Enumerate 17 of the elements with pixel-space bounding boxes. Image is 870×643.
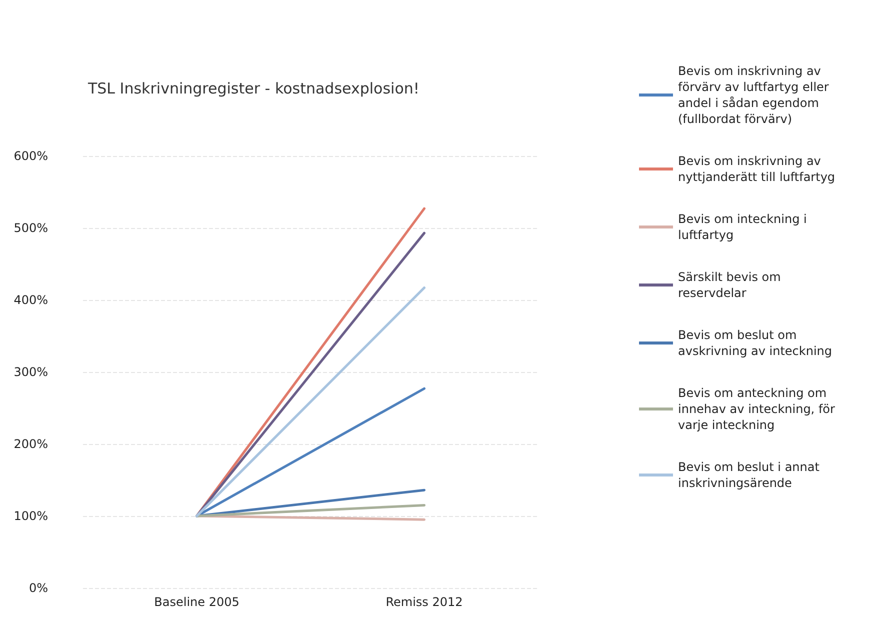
legend-label: Bevis om inteckning i luftfartyg (678, 212, 811, 242)
legend-label: Bevis om beslut i annat inskrivningsärende (678, 460, 824, 490)
legend-label: Särskilt bevis om reservdelar (678, 270, 785, 300)
chart-title: TSL Inskrivningregister - kostnadsexplosion! (87, 80, 420, 98)
legend-label: Bevis om inskrivning av nyttjanderätt till luftfartyg (678, 154, 836, 184)
y-tick-label: 100% (14, 509, 48, 523)
x-tick-label: Baseline 2005 (154, 595, 240, 609)
y-tick-label: 600% (14, 149, 48, 163)
legend-label: Bevis om inskrivning av förvärv av luftfartyg eller andel i sådan egendom (fullbordat förvärv) (678, 64, 833, 126)
y-tick-label: 500% (14, 221, 48, 235)
y-tick-label: 200% (14, 437, 48, 451)
y-tick-label: 400% (14, 293, 48, 307)
y-tick-label: 300% (14, 365, 48, 379)
x-tick-label: Remiss 2012 (386, 595, 463, 609)
legend-label: Bevis om beslut om avskrivning av inteckning (678, 328, 832, 358)
legend-label: Bevis om anteckning om innehav av inteckning, för varje inteckning (678, 386, 839, 432)
y-tick-label: 0% (28, 581, 48, 595)
